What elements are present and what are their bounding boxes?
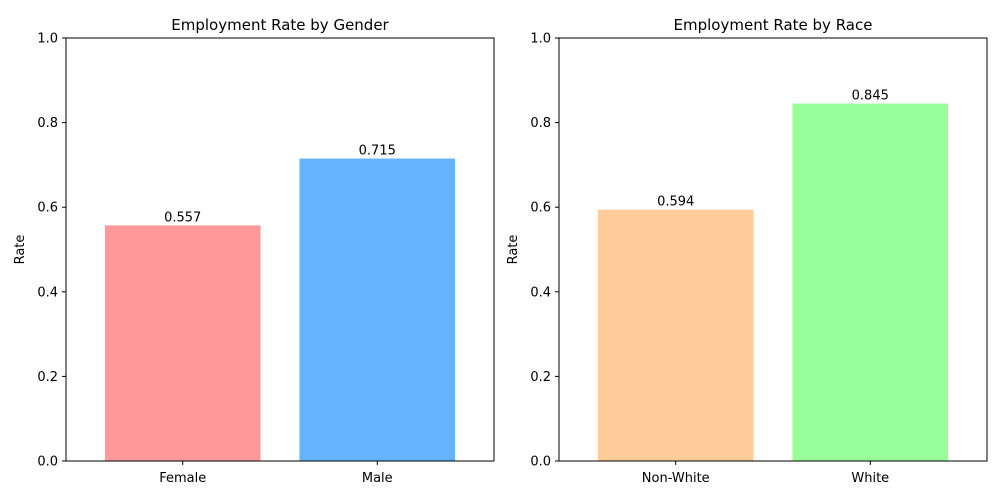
bar-value-label: 0.715 [359, 144, 396, 159]
y-tick-label: 1.0 [37, 32, 58, 47]
y-tick-label: 0.4 [530, 285, 551, 300]
bar-value-label: 0.845 [852, 89, 889, 104]
bar [597, 209, 754, 461]
y-tick-label: 0.8 [530, 116, 551, 131]
y-axis-label: Rate [13, 235, 28, 265]
axes-frame [558, 37, 988, 462]
bar-value-label: 0.557 [164, 210, 201, 225]
bar [792, 103, 949, 461]
x-tick-label: Female [159, 471, 206, 486]
y-tick-label: 0.8 [37, 116, 58, 131]
y-tick-label: 0.6 [530, 201, 551, 216]
y-tick-label: 0.0 [530, 455, 551, 470]
chart-title: Employment Rate by Gender [171, 16, 389, 34]
chart-title: Employment Rate by Race [674, 16, 873, 34]
y-tick-label: 0.2 [37, 370, 58, 385]
y-tick-label: 0.0 [37, 455, 58, 470]
bar-value-label: 0.594 [657, 195, 694, 210]
y-tick-label: 0.2 [530, 370, 551, 385]
bar [299, 158, 456, 461]
axes-frame [65, 37, 495, 462]
x-tick-label: Male [362, 471, 393, 486]
y-axis-label: Rate [506, 235, 521, 265]
y-tick-label: 0.4 [37, 285, 58, 300]
x-tick-label: White [851, 471, 889, 486]
bar [104, 225, 261, 461]
y-tick-label: 0.6 [37, 201, 58, 216]
x-tick-label: Non-White [642, 471, 710, 486]
y-tick-label: 1.0 [530, 32, 551, 47]
